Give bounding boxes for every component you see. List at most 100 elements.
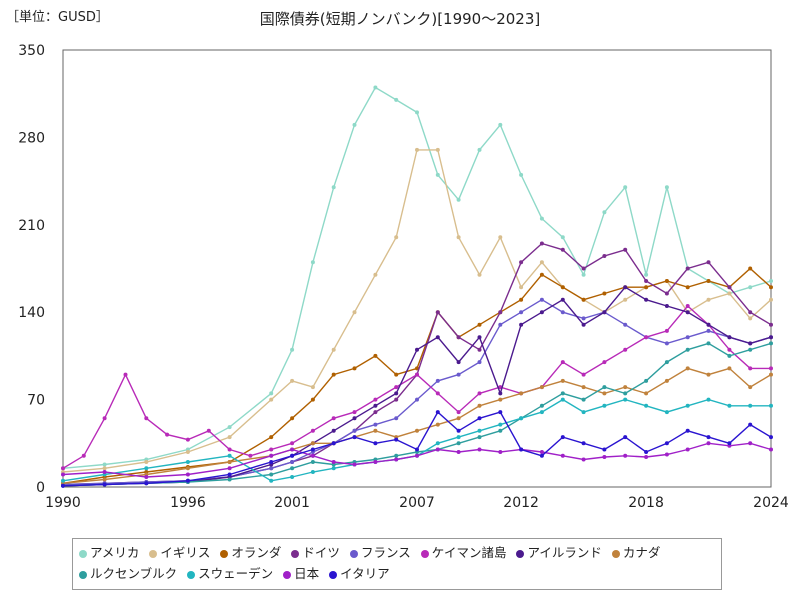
- legend-label: イタリア: [340, 566, 390, 581]
- data-point: [102, 470, 107, 474]
- data-point: [769, 372, 773, 377]
- legend-label: アイルランド: [527, 545, 602, 560]
- data-point: [435, 172, 440, 177]
- data-point: [539, 272, 544, 277]
- data-point: [519, 447, 524, 452]
- data-point: [352, 366, 357, 371]
- data-point: [623, 453, 628, 458]
- data-point: [581, 397, 586, 402]
- data-point: [664, 441, 669, 446]
- data-point: [435, 147, 440, 152]
- data-point: [415, 428, 419, 433]
- data-point: [227, 466, 232, 471]
- axes: 0 70 140 210 280 350 1990 1996 2001 2007 2012 2018 2…: [18, 43, 789, 511]
- series-line: [62, 149, 772, 473]
- legend-item: ルクセンブルク: [79, 563, 177, 584]
- data-point: [435, 391, 440, 396]
- legend-label: 日本: [294, 566, 320, 581]
- series-line: [62, 442, 772, 478]
- data-point: [769, 335, 773, 340]
- data-point: [310, 441, 315, 446]
- data-point: [61, 466, 65, 471]
- data-point: [185, 466, 190, 471]
- series-line: [62, 342, 772, 487]
- x-tick-label: 2012: [503, 495, 539, 511]
- data-point: [185, 437, 190, 442]
- data-point: [685, 335, 690, 340]
- data-point: [644, 455, 649, 459]
- data-point: [435, 447, 440, 452]
- legend-item: フランス: [349, 542, 411, 563]
- data-point: [269, 447, 274, 452]
- data-point: [539, 450, 544, 454]
- data-point: [539, 260, 544, 265]
- data-point: [623, 347, 628, 352]
- data-point: [498, 310, 503, 315]
- data-point: [290, 453, 295, 458]
- data-point: [394, 453, 399, 458]
- data-point: [435, 422, 440, 427]
- data-point: [415, 347, 419, 352]
- data-point: [664, 360, 669, 365]
- data-point: [560, 310, 565, 315]
- data-point: [748, 347, 753, 352]
- data-point: [581, 385, 586, 390]
- data-point: [539, 297, 544, 302]
- data-point: [539, 241, 544, 246]
- data-point: [519, 391, 524, 396]
- data-point: [227, 425, 232, 430]
- data-point: [331, 428, 336, 433]
- data-point: [685, 347, 690, 352]
- data-point: [560, 285, 565, 290]
- data-point: [706, 435, 711, 440]
- data-point: [331, 347, 336, 352]
- data-point: [560, 247, 565, 252]
- series-group: [61, 85, 773, 488]
- data-point: [644, 450, 649, 454]
- data-point: [581, 441, 586, 446]
- data-point: [373, 397, 378, 402]
- data-point: [664, 410, 669, 415]
- data-point: [498, 122, 503, 127]
- data-point: [269, 397, 274, 402]
- series-7: [61, 366, 773, 486]
- y-tick-label: 350: [18, 43, 45, 59]
- data-point: [748, 441, 753, 446]
- data-point: [373, 353, 378, 358]
- data-point: [310, 453, 315, 458]
- data-point: [498, 428, 503, 433]
- y-tick-label: 70: [27, 393, 45, 409]
- data-point: [769, 297, 773, 302]
- data-point: [685, 266, 690, 271]
- data-point: [539, 385, 544, 390]
- data-point: [644, 272, 649, 277]
- data-point: [310, 260, 315, 265]
- series-line: [62, 286, 772, 487]
- data-point: [519, 260, 524, 265]
- data-point: [373, 272, 378, 277]
- data-point: [290, 441, 295, 446]
- data-point: [352, 416, 357, 421]
- legend-marker: [283, 570, 292, 579]
- data-point: [706, 328, 711, 333]
- legend-label: ケイマン諸島: [431, 545, 507, 560]
- data-point: [206, 428, 211, 433]
- legend-label: イギリス: [160, 545, 211, 560]
- data-point: [227, 477, 232, 482]
- data-point: [331, 372, 336, 377]
- data-point: [310, 385, 315, 390]
- legend-label: カナダ: [622, 545, 661, 560]
- data-point: [602, 254, 607, 258]
- data-point: [769, 285, 773, 290]
- data-point: [602, 385, 607, 390]
- data-point: [581, 322, 586, 327]
- unit-label: ［単位：GUSD］: [6, 10, 109, 25]
- data-point: [102, 466, 107, 471]
- data-point: [769, 403, 773, 408]
- data-point: [664, 291, 669, 296]
- legend-label: スウェーデン: [198, 566, 274, 581]
- data-point: [644, 378, 649, 383]
- legend-item: イギリス: [149, 542, 210, 563]
- data-point: [310, 447, 315, 452]
